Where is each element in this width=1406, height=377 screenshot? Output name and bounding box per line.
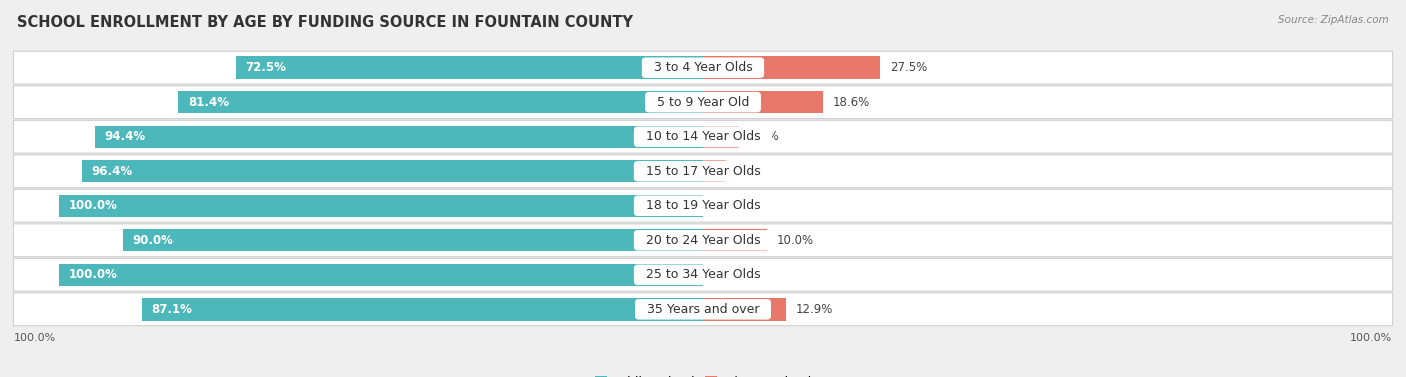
FancyBboxPatch shape — [14, 258, 1392, 291]
Text: 3 to 4 Year Olds: 3 to 4 Year Olds — [645, 61, 761, 74]
FancyBboxPatch shape — [14, 120, 1392, 153]
Bar — [142, 298, 703, 320]
Text: SCHOOL ENROLLMENT BY AGE BY FUNDING SOURCE IN FOUNTAIN COUNTY: SCHOOL ENROLLMENT BY AGE BY FUNDING SOUR… — [17, 15, 633, 30]
Text: 72.5%: 72.5% — [246, 61, 287, 74]
FancyBboxPatch shape — [14, 293, 1392, 326]
Text: 0.0%: 0.0% — [713, 199, 742, 212]
Text: 100.0%: 100.0% — [14, 334, 56, 343]
Text: 5.6%: 5.6% — [749, 130, 779, 143]
Text: 35 Years and over: 35 Years and over — [638, 303, 768, 316]
FancyBboxPatch shape — [14, 86, 1392, 119]
Bar — [703, 91, 823, 113]
Text: 25 to 34 Year Olds: 25 to 34 Year Olds — [638, 268, 768, 281]
Bar — [59, 195, 703, 217]
Bar — [59, 264, 703, 286]
Text: 10.0%: 10.0% — [778, 234, 814, 247]
Bar — [703, 229, 768, 251]
Bar — [703, 298, 786, 320]
Text: 18.6%: 18.6% — [832, 96, 870, 109]
Bar — [179, 91, 703, 113]
FancyBboxPatch shape — [14, 155, 1392, 188]
Bar — [703, 160, 725, 182]
Text: 94.4%: 94.4% — [104, 130, 145, 143]
Bar — [124, 229, 703, 251]
FancyBboxPatch shape — [14, 224, 1392, 257]
Text: 87.1%: 87.1% — [152, 303, 193, 316]
Text: 100.0%: 100.0% — [69, 268, 117, 281]
Text: 81.4%: 81.4% — [188, 96, 229, 109]
Text: 90.0%: 90.0% — [132, 234, 173, 247]
Text: 3.6%: 3.6% — [735, 165, 766, 178]
Text: 10 to 14 Year Olds: 10 to 14 Year Olds — [638, 130, 768, 143]
FancyBboxPatch shape — [14, 51, 1392, 84]
Text: 12.9%: 12.9% — [796, 303, 834, 316]
Text: Source: ZipAtlas.com: Source: ZipAtlas.com — [1278, 15, 1389, 25]
Text: 18 to 19 Year Olds: 18 to 19 Year Olds — [638, 199, 768, 212]
Text: 20 to 24 Year Olds: 20 to 24 Year Olds — [638, 234, 768, 247]
Bar — [82, 160, 703, 182]
Text: 5 to 9 Year Old: 5 to 9 Year Old — [648, 96, 758, 109]
Text: 100.0%: 100.0% — [1350, 334, 1392, 343]
FancyBboxPatch shape — [14, 189, 1392, 222]
Text: 0.0%: 0.0% — [713, 268, 742, 281]
Bar — [703, 57, 880, 79]
Text: 15 to 17 Year Olds: 15 to 17 Year Olds — [638, 165, 768, 178]
Text: 100.0%: 100.0% — [69, 199, 117, 212]
Bar — [94, 126, 703, 148]
Bar — [703, 126, 740, 148]
Bar — [236, 57, 703, 79]
Legend: Public School, Private School: Public School, Private School — [595, 375, 811, 377]
Text: 96.4%: 96.4% — [91, 165, 132, 178]
Text: 27.5%: 27.5% — [890, 61, 927, 74]
